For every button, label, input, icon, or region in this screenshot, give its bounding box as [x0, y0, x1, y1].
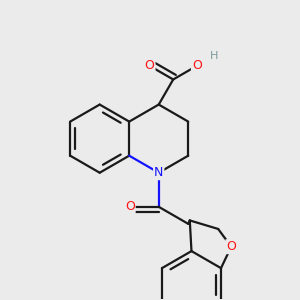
Text: O: O [125, 200, 135, 213]
Text: N: N [154, 166, 164, 179]
Text: H: H [210, 51, 219, 61]
Text: O: O [192, 59, 202, 72]
Text: O: O [226, 240, 236, 253]
Text: O: O [145, 59, 154, 72]
